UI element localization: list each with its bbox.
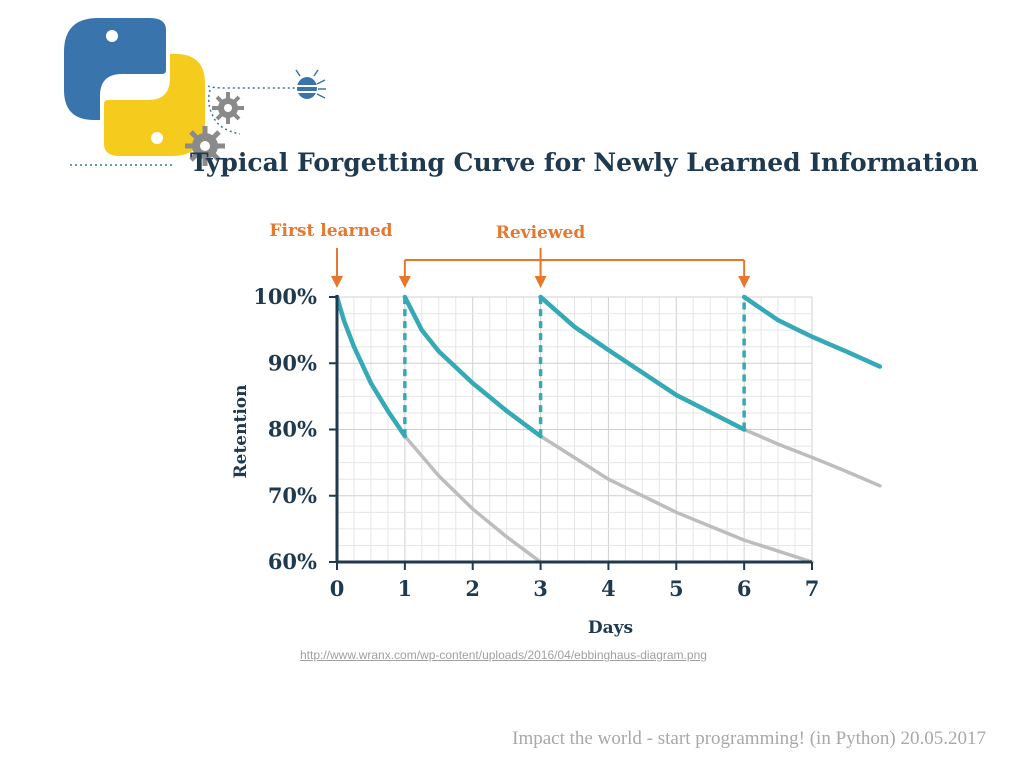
series-line-decay-without-review-2	[538, 434, 814, 564]
annotation-arrowhead	[331, 276, 343, 288]
chart-title: Typical Forgetting Curve for Newly Learn…	[190, 148, 979, 177]
chart-grid	[337, 296, 813, 562]
series-line-decay-without-review-1	[403, 434, 543, 564]
series-line-retention-after-review-1	[402, 294, 543, 439]
annotation-reviewed: Reviewed	[496, 223, 586, 243]
chart-series	[335, 294, 883, 564]
y-axis-label: Retention	[231, 385, 251, 479]
annotation-arrowhead	[738, 276, 751, 288]
series-line-retention-after-review-2	[538, 294, 747, 432]
annotation-arrowhead	[398, 276, 411, 288]
x-tick-label: 4	[601, 576, 616, 601]
series-line-retention-after-learning	[335, 294, 408, 439]
y-tick-label: 80%	[268, 417, 317, 442]
x-tick-label: 1	[398, 576, 413, 601]
x-tick-label: 0	[330, 576, 345, 601]
series-line-retention-after-review-3	[741, 294, 883, 369]
python-logo-icon	[64, 18, 326, 166]
bug-icon	[295, 69, 326, 99]
python-logo-icon	[64, 18, 205, 156]
annotation-first-learned: First learned	[269, 221, 392, 241]
x-tick-label: 2	[465, 576, 480, 601]
x-tick-label: 5	[669, 576, 684, 601]
x-tick-label: 7	[805, 576, 820, 601]
x-tick-label: 6	[737, 576, 752, 601]
gear-icon	[185, 126, 225, 166]
gear-icon	[212, 92, 244, 124]
x-axis-label: Days	[588, 618, 633, 638]
chart-annotations: First learned Reviewed	[269, 221, 751, 288]
y-tick-label: 100%	[253, 284, 317, 309]
source-link[interactable]: http://www.wranx.com/wp-content/uploads/…	[300, 648, 707, 662]
y-tick-label: 70%	[268, 483, 317, 508]
annotation-arrowhead	[534, 276, 547, 288]
series-line-decay-without-review-3	[742, 427, 882, 488]
footer-text: Impact the world - start programming! (i…	[512, 728, 986, 749]
y-tick-label: 60%	[268, 549, 317, 574]
chart-ticks: 0 1 2 3 4 5 6 7 60% 70% 80% 90% 100%	[253, 284, 819, 601]
y-tick-label: 90%	[268, 350, 317, 375]
x-tick-label: 3	[533, 576, 548, 601]
